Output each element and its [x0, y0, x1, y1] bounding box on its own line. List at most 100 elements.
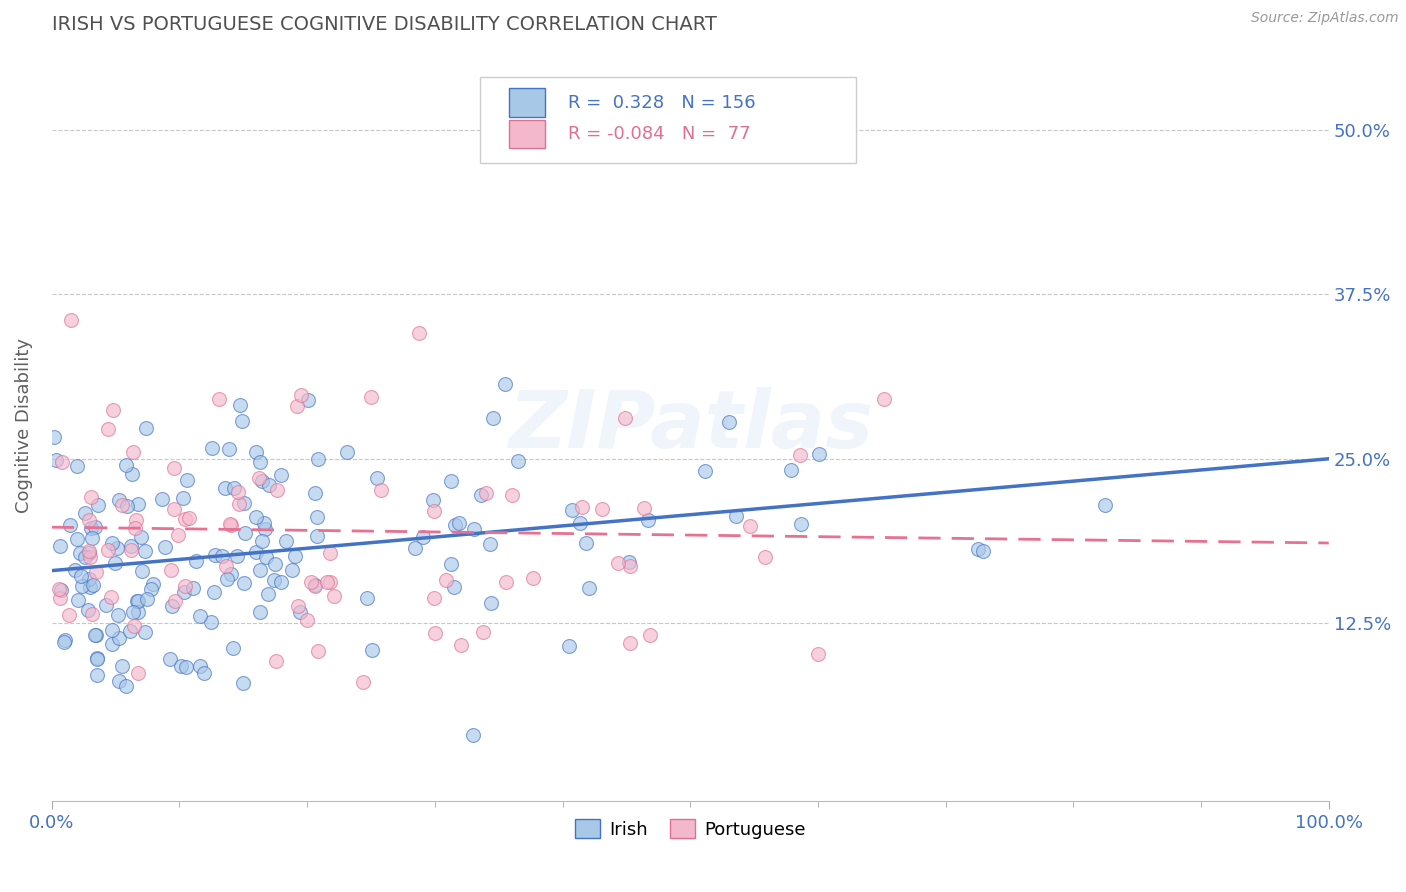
Point [253, 522, 276, 536]
Point [84, 565, 107, 579]
Point [51, 582, 73, 597]
Text: R =  0.328   N = 156: R = 0.328 N = 156 [568, 94, 755, 112]
Point [122, 605, 145, 619]
Point [219, 517, 242, 532]
Point [738, 518, 761, 533]
Point [249, 605, 271, 619]
Point [352, 675, 374, 690]
Point [65, 563, 87, 577]
Point [105, 541, 128, 555]
Point [79, 546, 101, 560]
Point [125, 512, 148, 526]
Point [219, 567, 242, 582]
Point [360, 390, 382, 404]
Point [304, 578, 326, 592]
Point [808, 447, 831, 461]
Point [233, 525, 256, 540]
Point [188, 608, 211, 623]
Point [422, 492, 444, 507]
Point [80, 607, 103, 621]
Point [122, 618, 145, 632]
Point [127, 497, 149, 511]
Text: Source: ZipAtlas.com: Source: ZipAtlas.com [1251, 11, 1399, 25]
Point [297, 392, 319, 407]
Point [558, 639, 581, 653]
Point [77, 543, 100, 558]
Point [754, 550, 776, 565]
Point [444, 518, 467, 533]
Point [159, 652, 181, 666]
Point [633, 501, 655, 516]
Point [153, 541, 176, 555]
Point [1094, 498, 1116, 512]
Point [322, 589, 344, 603]
Point [127, 666, 149, 681]
Point [83, 520, 105, 534]
Point [72, 579, 94, 593]
Point [53, 635, 76, 649]
Point [165, 594, 187, 608]
Point [470, 488, 492, 502]
Point [108, 492, 131, 507]
Point [638, 627, 661, 641]
Point [316, 575, 339, 590]
Point [249, 455, 271, 469]
Point [259, 477, 281, 491]
Point [607, 556, 630, 570]
Point [873, 392, 896, 406]
Point [173, 512, 195, 526]
Point [70, 569, 93, 583]
Point [789, 517, 811, 532]
Point [718, 415, 741, 429]
Point [101, 402, 124, 417]
Point [111, 659, 134, 673]
Point [79, 549, 101, 564]
Point [231, 414, 253, 428]
Text: IRISH VS PORTUGUESE COGNITIVE DISABILITY CORRELATION CHART: IRISH VS PORTUGUESE COGNITIVE DISABILITY… [52, 15, 717, 34]
Point [173, 579, 195, 593]
Point [256, 587, 278, 601]
Point [117, 500, 139, 514]
Point [463, 522, 485, 536]
Point [288, 605, 311, 619]
Point [94, 598, 117, 612]
Point [101, 624, 124, 638]
Point [228, 497, 250, 511]
Point [49, 540, 72, 554]
Text: ZIPatlas: ZIPatlas [508, 387, 873, 465]
Point [249, 563, 271, 577]
Point [233, 575, 256, 590]
Point [475, 486, 498, 500]
Point [77, 572, 100, 586]
Point [443, 581, 465, 595]
Point [440, 474, 463, 488]
Point [214, 481, 236, 495]
Point [232, 676, 254, 690]
Point [479, 596, 502, 610]
Point [86, 667, 108, 681]
Point [571, 500, 593, 515]
Point [169, 658, 191, 673]
Point [440, 558, 463, 572]
Point [66, 533, 89, 547]
Point [69, 546, 91, 560]
Point [724, 509, 747, 524]
Point [173, 584, 195, 599]
Point [263, 573, 285, 587]
Point [127, 593, 149, 607]
Point [232, 495, 254, 509]
Point [247, 471, 270, 485]
Point [305, 510, 328, 524]
Point [789, 448, 811, 462]
Point [127, 594, 149, 608]
Point [77, 513, 100, 527]
Text: R = -0.084   N =  77: R = -0.084 N = 77 [568, 125, 751, 143]
Point [472, 625, 495, 640]
Point [222, 481, 245, 495]
Point [226, 484, 249, 499]
FancyBboxPatch shape [509, 88, 544, 117]
Point [967, 541, 990, 556]
Point [305, 529, 328, 543]
Point [270, 467, 292, 482]
Point [44, 430, 66, 444]
